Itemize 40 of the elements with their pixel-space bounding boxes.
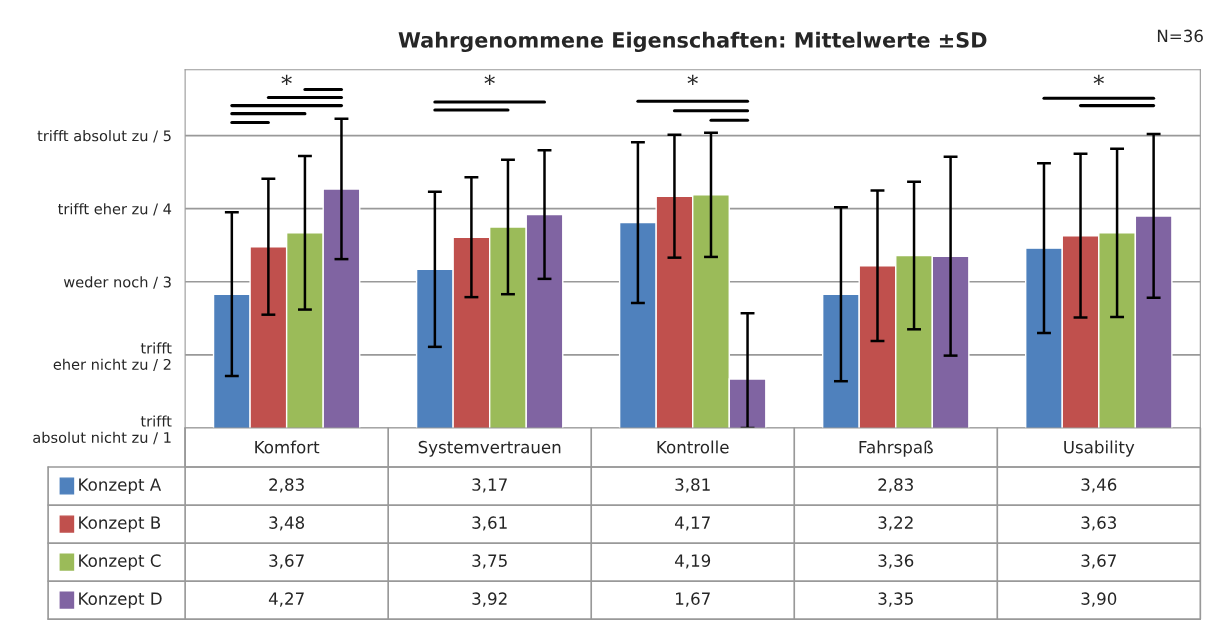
data-label: 1,67: [676, 592, 710, 607]
data-label: 3,63: [1081, 516, 1117, 531]
data-label: 3,92: [472, 592, 507, 607]
data-label: 3,36: [878, 554, 914, 569]
annotation: *: [687, 74, 698, 85]
x-tick-label: Kontrolle: [657, 440, 729, 454]
data-label: 3,61: [472, 516, 507, 531]
legend-label: Konzept B: [79, 516, 161, 533]
data-label: 3,17: [472, 478, 507, 493]
data-label: 4,17: [674, 516, 710, 531]
y-tick-label: weder noch / 3: [63, 276, 171, 289]
annotation: *: [1093, 74, 1104, 85]
data-label: 3,67: [1081, 554, 1116, 569]
annotation: *: [281, 74, 292, 85]
x-tick-label: Systemvertrauen: [418, 440, 561, 457]
x-tick-label: Usability: [1064, 440, 1135, 457]
data-label: 3,46: [1081, 478, 1117, 493]
y-tick-label: trifft absolut zu / 5: [37, 130, 171, 143]
y-tick-label: trifft absolut nicht zu / 1: [33, 415, 172, 445]
chart-title: Wahrgenommene Eigenschaften: Mittelwerte ±SD: [398, 31, 987, 53]
data-label: 3,67: [269, 554, 304, 569]
data-label: 3,35: [878, 592, 913, 607]
data-label: 4,19: [674, 554, 711, 569]
legend-label: Konzept A: [79, 478, 162, 495]
legend-label: Konzept D: [79, 592, 162, 609]
data-label: 3,90: [1081, 592, 1117, 607]
legend-label: Konzept C: [79, 554, 161, 571]
data-label: 2,83: [269, 478, 304, 493]
data-label: 3,75: [472, 554, 507, 569]
data-label: 3,48: [269, 516, 305, 531]
x-tick-label: Komfort: [255, 440, 320, 454]
data-label: 4,27: [268, 592, 304, 607]
data-label: 3,81: [675, 478, 710, 493]
x-tick-label: Fahrspaß: [859, 440, 933, 457]
text: N=36: [1157, 29, 1203, 43]
data-label: 2,83: [878, 478, 913, 493]
y-tick-label: trifft eher zu / 4: [58, 203, 172, 216]
y-tick-label: trifft eher nicht zu / 2: [53, 342, 172, 372]
annotation: *: [484, 74, 495, 85]
data-label: 3,22: [878, 516, 913, 531]
